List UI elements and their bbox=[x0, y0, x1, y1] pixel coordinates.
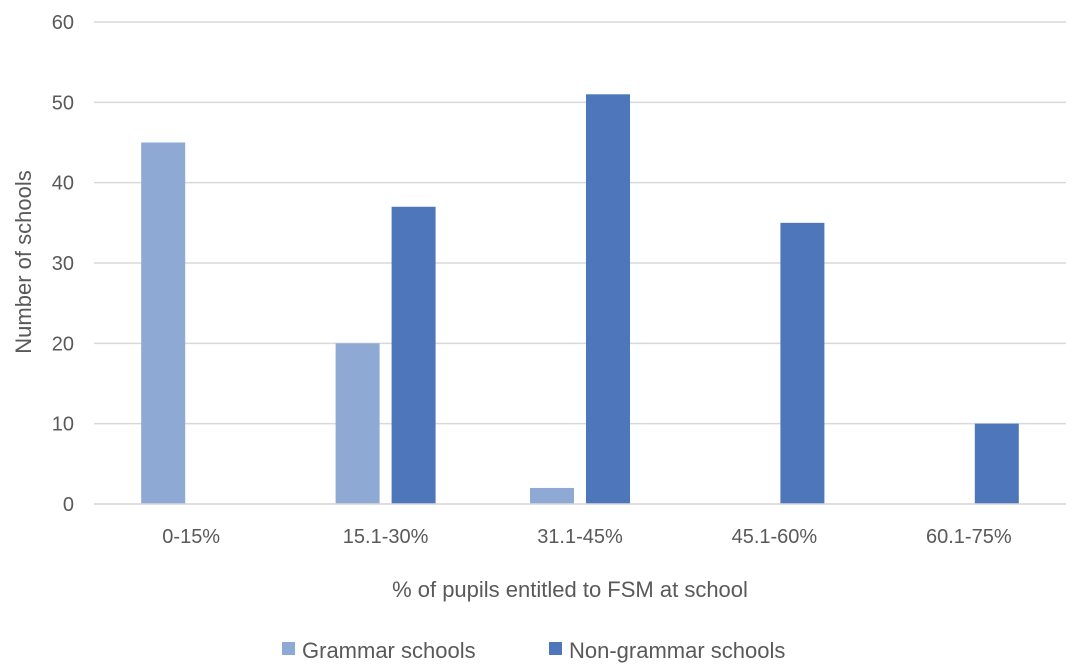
y-tick-label: 60 bbox=[52, 12, 74, 34]
legend: Grammar schools Non-grammar schools bbox=[282, 638, 785, 663]
bar-non-grammar-1 bbox=[391, 206, 436, 504]
legend-swatch-non-grammar bbox=[549, 642, 562, 655]
y-axis-title: Number of schools bbox=[11, 170, 36, 353]
bars bbox=[94, 94, 1066, 505]
x-tick-label: 15.1-30% bbox=[343, 526, 429, 548]
x-axis-title: % of pupils entitled to FSM at school bbox=[392, 577, 748, 602]
y-tick-label: 50 bbox=[52, 92, 74, 114]
x-axis-ticks: 0-15% 15.1-30% 31.1-45% 45.1-60% 60.1-75% bbox=[162, 526, 1012, 548]
bar-grammar-0 bbox=[141, 142, 186, 504]
bar-non-grammar-3 bbox=[780, 222, 825, 505]
y-tick-label: 0 bbox=[63, 494, 74, 516]
y-tick-label: 10 bbox=[52, 414, 74, 436]
y-tick-label: 40 bbox=[52, 173, 74, 195]
legend-label-grammar: Grammar schools bbox=[302, 638, 476, 663]
gridlines bbox=[94, 21, 1066, 505]
bar-grammar-2 bbox=[530, 487, 574, 504]
x-tick-label: 0-15% bbox=[162, 526, 220, 548]
y-axis-ticks: 0 10 20 30 40 50 60 bbox=[52, 12, 74, 516]
bar-non-grammar-2 bbox=[586, 94, 630, 505]
legend-swatch-grammar bbox=[282, 642, 295, 655]
y-tick-label: 30 bbox=[52, 253, 74, 275]
bar-grammar-1 bbox=[335, 343, 380, 504]
x-tick-label: 45.1-60% bbox=[732, 526, 818, 548]
y-tick-label: 20 bbox=[52, 333, 74, 355]
bar-non-grammar-4 bbox=[974, 423, 1019, 504]
x-tick-label: 60.1-75% bbox=[926, 526, 1012, 548]
legend-label-non-grammar: Non-grammar schools bbox=[569, 638, 785, 663]
x-tick-label: 31.1-45% bbox=[537, 526, 623, 548]
